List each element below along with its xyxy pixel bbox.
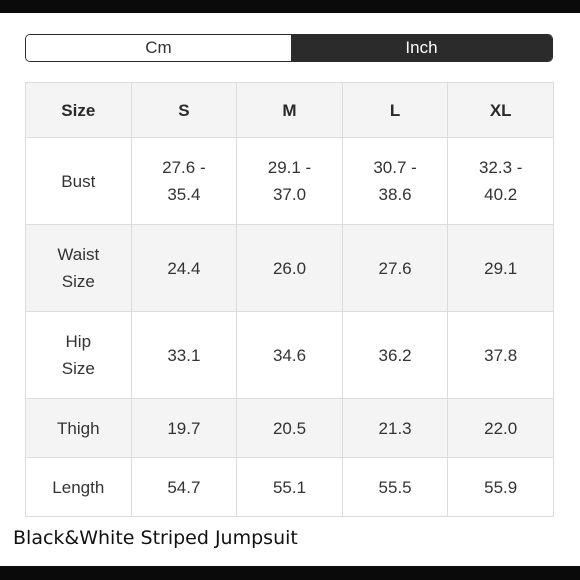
cell-value: 37.8 [447, 311, 554, 399]
unit-cm-button[interactable]: Cm [26, 35, 291, 61]
cell-value: 19.7 [130, 398, 238, 458]
cell-value: 26.0 [236, 224, 343, 312]
row-label: Waist Size [25, 224, 132, 312]
cell-value: 24.4 [130, 224, 238, 312]
table-row-length: Length 54.7 55.1 55.5 55.9 [25, 457, 554, 517]
cell-value: 34.6 [236, 311, 343, 399]
unit-inch-button[interactable]: Inch [291, 35, 552, 61]
cell-value: 21.3 [341, 398, 449, 458]
cell-value: 29.1 [447, 224, 554, 312]
row-label: Length [25, 457, 132, 517]
cell-value: 27.6 [341, 224, 449, 312]
cell-value: 55.5 [341, 457, 449, 517]
table-row-bust: Bust 27.6 -35.4 29.1 -37.0 30.7 -38.6 32… [25, 137, 554, 225]
bottom-frame-bar [0, 566, 580, 580]
table-row-thigh: Thigh 19.7 20.5 21.3 22.0 [25, 398, 554, 458]
row-label: Thigh [25, 398, 132, 458]
cell-value: 30.7 -38.6 [341, 137, 449, 225]
cell-value: 29.1 -37.0 [236, 137, 343, 225]
cell-value: 22.0 [447, 398, 554, 458]
table-header-row: Size S M L XL [25, 82, 554, 138]
row-label: Bust [25, 137, 132, 225]
header-s: S [130, 82, 238, 138]
table-row-hip: Hip Size 33.1 34.6 36.2 37.8 [25, 311, 554, 399]
cell-value: 20.5 [236, 398, 343, 458]
table-row-waist: Waist Size 24.4 26.0 27.6 29.1 [25, 224, 554, 312]
cell-value: 27.6 -35.4 [130, 137, 238, 225]
product-title: Black&White Striped Jumpsuit [13, 527, 298, 549]
cell-value: 55.9 [447, 457, 554, 517]
cell-value: 36.2 [341, 311, 449, 399]
cell-value: 33.1 [130, 311, 238, 399]
header-m: M [236, 82, 343, 138]
cell-value: 55.1 [236, 457, 343, 517]
row-label: Hip Size [25, 311, 132, 399]
header-size: Size [25, 82, 132, 138]
cell-value: 54.7 [130, 457, 238, 517]
cell-value: 32.3 -40.2 [447, 137, 554, 225]
unit-toggle: Cm Inch [25, 34, 553, 62]
header-l: L [341, 82, 449, 138]
header-xl: XL [447, 82, 554, 138]
top-frame-bar [0, 0, 580, 13]
size-chart-table: Size S M L XL Bust 27.6 -35.4 29.1 -37.0… [25, 82, 554, 517]
